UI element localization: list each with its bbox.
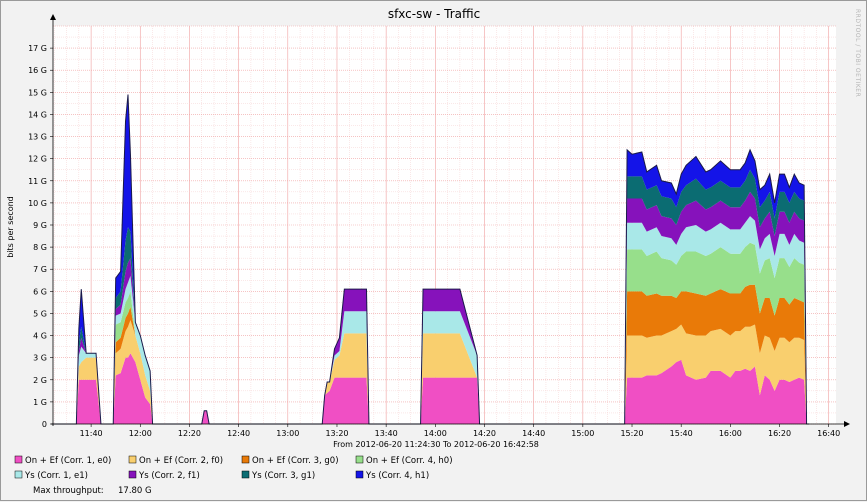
y-tick-label: 14 G <box>28 110 47 119</box>
x-tick-label: 13:20 <box>325 429 348 438</box>
y-tick-label: 10 G <box>28 199 47 208</box>
y-tick-label: 15 G <box>28 88 47 97</box>
area-series-8 <box>51 94 810 424</box>
legend-swatch <box>241 470 250 479</box>
x-tick-label: 14:40 <box>522 429 545 438</box>
y-tick-label: 9 G <box>33 221 47 230</box>
x-tick-label: 14:20 <box>473 429 496 438</box>
area-series-6 <box>51 191 810 424</box>
rrdtool-watermark: RRDTOOL / TOBI OETIKER <box>854 9 861 97</box>
area-series-7 <box>51 169 810 424</box>
y-tick-label: 2 G <box>33 376 47 385</box>
y-tick-label: 13 G <box>28 133 47 142</box>
chart-title: sfxc-sw - Traffic <box>388 7 480 21</box>
x-tick-label: 11:40 <box>80 429 103 438</box>
x-tick-label: 12:20 <box>178 429 201 438</box>
y-tick-label: 7 G <box>33 265 47 274</box>
y-tick-label: 1 G <box>33 398 47 407</box>
x-tick-label: 14:00 <box>424 429 447 438</box>
legend-swatch <box>355 470 364 479</box>
legend: On + Ef (Corr. 1, e0) On + Ef (Corr. 2, f… <box>14 455 453 481</box>
area-series-2 <box>51 320 810 424</box>
x-tick-label: 16:40 <box>817 429 840 438</box>
total-outline <box>51 94 810 425</box>
y-tick-label: 17 G <box>28 44 47 53</box>
x-tick-label: 13:00 <box>276 429 299 438</box>
legend-label: Ys (Corr. 2, f1) <box>138 471 200 481</box>
legend-label: On + Ef (Corr. 1, e0) <box>25 456 111 466</box>
x-tick-label: 13:40 <box>375 429 398 438</box>
axis-layer: 0 1 G 2 G 3 G 4 G 5 G 6 G 7 G 8 G 9 G 10 G 11 G 12 G… <box>28 14 850 438</box>
legend-swatch <box>14 455 23 464</box>
legend-label: Ys (Corr. 4, h1) <box>365 471 429 481</box>
x-tick-label: 16:00 <box>719 429 742 438</box>
x-tick-label: 12:40 <box>227 429 250 438</box>
legend-swatch <box>355 455 364 464</box>
legend-swatch <box>241 455 250 464</box>
y-axis-arrow <box>50 14 56 20</box>
x-axis-label: From 2012-06-20 11:24:30 To 2012-06-20 1… <box>333 440 539 449</box>
y-tick-label: 3 G <box>33 354 47 363</box>
area-series-1 <box>51 353 810 424</box>
legend-swatch <box>14 470 23 479</box>
area-series-3 <box>51 284 810 424</box>
y-tick-label: 6 G <box>33 287 47 296</box>
legend-label: On + Ef (Corr. 2, f0) <box>139 456 223 466</box>
legend-label: Ys (Corr. 3, g1) <box>251 471 315 481</box>
y-tick-label: 12 G <box>28 155 47 164</box>
x-tick-label: 15:00 <box>571 429 594 438</box>
max-throughput-label: Max throughput: <box>33 486 104 496</box>
area-series-4 <box>51 242 810 424</box>
x-tick-label: 12:00 <box>129 429 152 438</box>
legend-label: Ys (Corr. 1, e1) <box>24 471 88 481</box>
legend-label: On + Ef (Corr. 3, g0) <box>252 456 339 466</box>
legend-label: On + Ef (Corr. 4, h0) <box>366 456 453 466</box>
x-tick-label: 15:20 <box>620 429 643 438</box>
stacked-area-layer <box>51 94 810 425</box>
y-tick-label: 4 G <box>33 332 47 341</box>
y-tick-label: 0 <box>42 420 47 429</box>
legend-swatch <box>128 470 137 479</box>
x-tick-label: 16:20 <box>768 429 791 438</box>
y-tick-label: 8 G <box>33 243 47 252</box>
area-series-5 <box>51 216 810 424</box>
y-tick-label: 5 G <box>33 309 47 318</box>
y-tick-label: 11 G <box>28 177 47 186</box>
y-tick-label: 16 G <box>28 66 47 75</box>
max-throughput-value: 17.80 G <box>118 486 152 496</box>
y-axis-label: bits per second <box>6 196 15 258</box>
x-axis-arrow <box>844 421 850 427</box>
legend-swatch <box>128 455 137 464</box>
x-tick-label: 15:40 <box>670 429 693 438</box>
